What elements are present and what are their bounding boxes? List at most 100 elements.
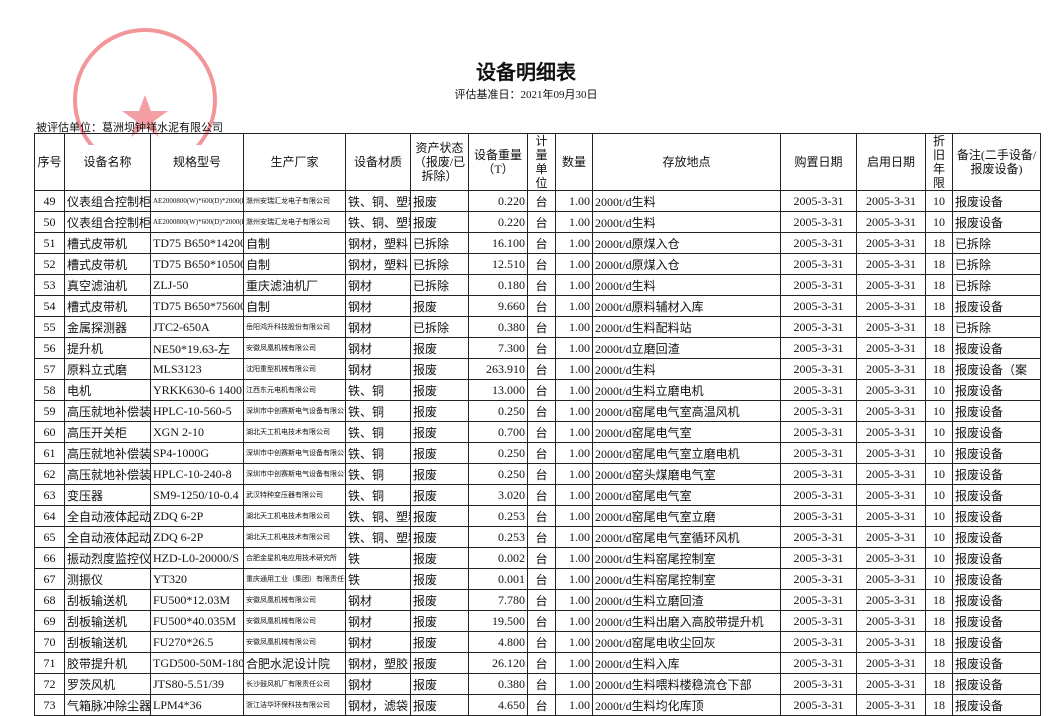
table-cell: 51 [34, 232, 65, 254]
table-cell: 7.780 [468, 589, 528, 611]
table-cell: 2000t/d窑尾电气室 [592, 484, 781, 506]
table-cell: 1.00 [555, 232, 593, 254]
table-cell: 2005-3-31 [856, 589, 926, 611]
table-row: 62高压就地补偿装置HPLC-10-240-8深圳市中创赛斯电气设备有限公司铁、… [34, 463, 1041, 485]
table-cell: 铁、铜、塑料 [345, 505, 411, 527]
table-cell: 0.250 [468, 463, 528, 485]
table-row: 67测振仪YT320重庆通用工业（集团）有限责任公司铁报废0.001台1.002… [34, 568, 1041, 590]
table-cell: 0.180 [468, 274, 528, 296]
table-cell: 金属探测器 [64, 316, 151, 338]
table-cell: 自制 [243, 232, 346, 254]
table-cell: 测振仪 [64, 568, 151, 590]
table-row: 68 刮板输送机 FU500*12.03M 安徽凤凰机械有限公司 钢材 报废 7.780 台 1… [34, 589, 1041, 611]
table-cell: 2000t/d窑尾电收尘回灰 [592, 631, 781, 653]
table-cell: 安徽凤凰机械有限公司 [243, 589, 346, 611]
table-cell: 57 [34, 358, 65, 380]
table-cell: 69 [34, 610, 65, 632]
table-cell: 16.100 [468, 232, 528, 254]
table-row: 73 气箱脉冲除尘器 LPM4*36 浙江洁华环保科技有限公司 钢材，滤袋 报废 4.650… [34, 694, 1041, 716]
table-cell: 深圳市中创赛斯电气设备有限公司 [243, 400, 346, 422]
table-cell: AE2000800(W)*600(D)*2000(H) [150, 190, 244, 212]
table-cell: 1.00 [555, 442, 593, 464]
table-cell: 1.00 [555, 547, 593, 569]
table-cell: 报废 [410, 379, 469, 401]
table-cell: 0.220 [468, 190, 528, 212]
table-cell: 高压开关柜 [64, 421, 151, 443]
table-row: 55 金属探测器 JTC2-650A 岳阳鸿升科技股份有限公司 钢材 已拆除 0.380 台 1… [34, 316, 1041, 338]
table-cell: 报废 [410, 673, 469, 695]
column-header: 折旧年限 [925, 133, 953, 191]
table-cell: 报废 [410, 547, 469, 569]
table-cell: 台 [527, 253, 556, 275]
table-cell: 10 [925, 505, 953, 527]
table-cell: 高压就地补偿装置 [64, 400, 151, 422]
table-cell: 提升机 [64, 337, 151, 359]
table-cell: 湖北天工机电技术有限公司 [243, 526, 346, 548]
table-cell: XGN 2-10 [150, 421, 244, 443]
table-cell: 2005-3-31 [780, 442, 857, 464]
table-cell: 报废 [410, 526, 469, 548]
table-cell: 报废设备 [952, 631, 1041, 653]
column-header: 生产厂家 [243, 133, 346, 191]
table-cell: 台 [527, 442, 556, 464]
table-cell: 54 [34, 295, 65, 317]
table-cell: 1.00 [555, 274, 593, 296]
table-row: 71胶带提升机TGD500-50M-180t/h合肥水泥设计院钢材，塑胶报废26… [34, 652, 1041, 674]
table-cell: 2000t/d生料配料站 [592, 316, 781, 338]
table-cell: 2005-3-31 [856, 337, 926, 359]
table-cell: 2005-3-31 [780, 694, 857, 716]
table-cell: 报废 [410, 421, 469, 443]
table-cell: 10 [925, 484, 953, 506]
table-cell: 1.00 [555, 631, 593, 653]
table-cell: 18 [925, 589, 953, 611]
table-cell: 钢材，塑料 [345, 232, 411, 254]
table-cell: 报废设备 [952, 526, 1041, 548]
table-cell: HPLC-10-240-8 [150, 463, 244, 485]
column-header: 设备重量（T） [468, 133, 528, 191]
table-cell: 1.00 [555, 484, 593, 506]
table-cell: 4.650 [468, 694, 528, 716]
table-cell: 报废 [410, 652, 469, 674]
table-cell: 全自动液体起动器 [64, 505, 151, 527]
table-cell: 18 [925, 652, 953, 674]
table-cell: 钢材 [345, 610, 411, 632]
table-cell: 钢材 [345, 358, 411, 380]
table-cell: 2000t/d生料均化库顶 [592, 694, 781, 716]
table-cell: 高压就地补偿装置 [64, 442, 151, 464]
table-cell: 台 [527, 547, 556, 569]
table-cell: 钢材，塑胶 [345, 652, 411, 674]
table-cell: 罗茨风机 [64, 673, 151, 695]
table-cell: 2005-3-31 [856, 484, 926, 506]
table-cell: 2005-3-31 [780, 547, 857, 569]
table-cell: 0.250 [468, 400, 528, 422]
table-cell: 1.00 [555, 295, 593, 317]
table-cell: LPM4*36 [150, 694, 244, 716]
table-cell: 2005-3-31 [780, 505, 857, 527]
table-cell: 0.253 [468, 526, 528, 548]
table-cell: 振动烈度监控仪 [64, 547, 151, 569]
table-cell: 台 [527, 610, 556, 632]
table-cell: 2000t/d原煤入仓 [592, 253, 781, 275]
table-cell: 1.00 [555, 379, 593, 401]
table-cell: 江西东元电机有限公司 [243, 379, 346, 401]
table-cell: 2005-3-31 [856, 295, 926, 317]
table-cell: 台 [527, 421, 556, 443]
table-cell: 报废 [410, 190, 469, 212]
table-cell: 10 [925, 568, 953, 590]
table-cell: 台 [527, 568, 556, 590]
seal [73, 28, 217, 145]
table-cell: 50 [34, 211, 65, 233]
table-cell: 报废设备 [952, 379, 1041, 401]
table-cell: 槽式皮带机 [64, 253, 151, 275]
table-cell: 52 [34, 253, 65, 275]
column-header: 计量单位 [527, 133, 556, 191]
table-cell: 2005-3-31 [780, 463, 857, 485]
table-cell: 钢材 [345, 316, 411, 338]
table-row: 61高压就地补偿装置SP4-1000G深圳市中创赛斯电气设备有限公司铁、铜报废0… [34, 442, 1041, 464]
table-cell: 2005-3-31 [780, 190, 857, 212]
table-cell: 49 [34, 190, 65, 212]
table-cell: 2005-3-31 [780, 211, 857, 233]
table-cell: 10 [925, 547, 953, 569]
table-cell: 1.00 [555, 589, 593, 611]
column-header: 设备材质 [345, 133, 411, 191]
